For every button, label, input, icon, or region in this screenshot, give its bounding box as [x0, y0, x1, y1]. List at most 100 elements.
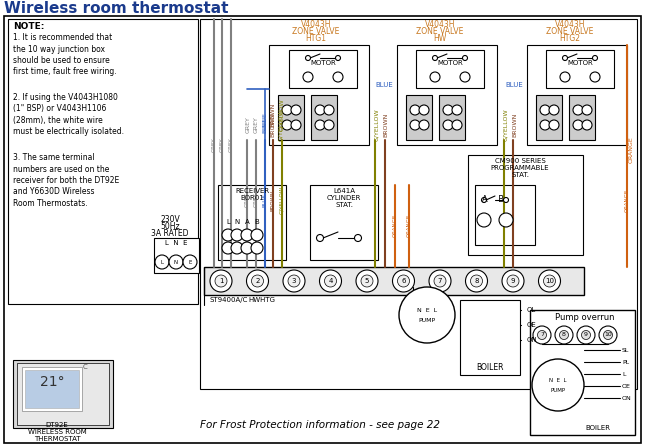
- Text: HTG2: HTG2: [559, 34, 580, 43]
- Circle shape: [590, 72, 600, 82]
- Bar: [269, 45, 369, 145]
- Circle shape: [291, 105, 301, 115]
- Text: OE: OE: [622, 384, 631, 388]
- Circle shape: [433, 55, 437, 60]
- Circle shape: [246, 270, 268, 292]
- Bar: [310, 185, 378, 260]
- Bar: [569, 95, 595, 140]
- Text: should be used to ensure: should be used to ensure: [13, 56, 110, 65]
- Circle shape: [333, 72, 343, 82]
- Text: 8: 8: [562, 333, 566, 337]
- Circle shape: [222, 242, 234, 254]
- Circle shape: [599, 326, 617, 344]
- Circle shape: [251, 229, 263, 241]
- Circle shape: [562, 55, 568, 60]
- Text: 10: 10: [545, 278, 554, 284]
- Text: G/YELLOW: G/YELLOW: [375, 109, 379, 141]
- Circle shape: [502, 270, 524, 292]
- Text: Wireless room thermostat: Wireless room thermostat: [4, 1, 228, 16]
- Bar: [25, 370, 79, 408]
- Circle shape: [319, 270, 341, 292]
- Text: L  N  E: L N E: [164, 240, 187, 246]
- Text: HWHTG: HWHTG: [248, 297, 275, 303]
- Circle shape: [573, 105, 583, 115]
- Text: MOTOR: MOTOR: [567, 60, 593, 66]
- Text: BOILER: BOILER: [476, 363, 504, 372]
- Bar: [468, 155, 583, 255]
- Text: 50Hz: 50Hz: [160, 222, 180, 231]
- Text: A    B: A B: [482, 195, 504, 204]
- Circle shape: [555, 326, 573, 344]
- Text: N  E  L: N E L: [417, 308, 437, 313]
- Bar: [311, 95, 337, 140]
- Circle shape: [291, 120, 301, 130]
- Circle shape: [210, 270, 232, 292]
- Circle shape: [582, 120, 592, 130]
- Circle shape: [499, 213, 513, 227]
- Text: BLUE: BLUE: [263, 112, 268, 128]
- Text: L: L: [161, 260, 163, 265]
- Text: ZONE VALVE: ZONE VALVE: [292, 27, 340, 36]
- Circle shape: [282, 105, 292, 115]
- Text: RECEIVER: RECEIVER: [235, 188, 269, 194]
- Bar: [527, 45, 627, 145]
- Circle shape: [251, 242, 263, 254]
- Circle shape: [241, 229, 253, 241]
- Circle shape: [169, 255, 183, 269]
- Circle shape: [317, 235, 324, 241]
- Text: 3A RATED: 3A RATED: [151, 229, 189, 238]
- Text: ORANGE: ORANGE: [628, 137, 633, 163]
- Text: L641A: L641A: [333, 188, 355, 194]
- Circle shape: [355, 235, 361, 241]
- Circle shape: [559, 330, 568, 340]
- Text: ST9400A/C: ST9400A/C: [210, 297, 248, 303]
- Text: 8: 8: [474, 278, 479, 284]
- Text: A: A: [244, 219, 250, 225]
- Circle shape: [283, 270, 305, 292]
- Text: V4043H: V4043H: [425, 20, 455, 29]
- Circle shape: [443, 120, 453, 130]
- Bar: [289, 50, 357, 88]
- Text: ON: ON: [527, 337, 538, 343]
- Circle shape: [477, 213, 491, 227]
- Bar: [13, 360, 113, 428]
- Circle shape: [573, 120, 583, 130]
- Bar: [439, 95, 465, 140]
- Bar: [204, 267, 584, 295]
- Text: 9: 9: [511, 278, 515, 284]
- Text: 3: 3: [292, 278, 296, 284]
- Text: Pump overrun: Pump overrun: [555, 313, 615, 322]
- Text: L: L: [622, 371, 626, 376]
- Text: DT92E: DT92E: [46, 422, 68, 428]
- Bar: [530, 310, 635, 435]
- Bar: [218, 185, 286, 260]
- Circle shape: [410, 120, 420, 130]
- Circle shape: [419, 120, 429, 130]
- Text: receiver for both the DT92E: receiver for both the DT92E: [13, 176, 119, 185]
- Text: 7: 7: [438, 278, 442, 284]
- Text: N  E  L: N E L: [550, 379, 567, 384]
- Text: 10: 10: [604, 333, 612, 337]
- Circle shape: [183, 255, 197, 269]
- Text: STAT.: STAT.: [511, 172, 529, 178]
- Bar: [8, 19, 198, 304]
- Circle shape: [288, 275, 300, 287]
- Circle shape: [315, 120, 325, 130]
- Circle shape: [241, 242, 253, 254]
- Text: ORANGE: ORANGE: [624, 188, 630, 211]
- Circle shape: [593, 55, 597, 60]
- Circle shape: [544, 275, 555, 287]
- Text: B: B: [255, 219, 259, 225]
- Circle shape: [215, 275, 227, 287]
- Text: MOTOR: MOTOR: [437, 60, 463, 66]
- Text: BLUE: BLUE: [505, 82, 522, 88]
- Text: PUMP: PUMP: [419, 317, 435, 322]
- Circle shape: [252, 275, 264, 287]
- Text: 2: 2: [255, 278, 260, 284]
- Text: 1. It is recommended that: 1. It is recommended that: [13, 33, 112, 42]
- Circle shape: [231, 229, 243, 241]
- Text: BROWN: BROWN: [384, 113, 388, 137]
- Bar: [17, 363, 109, 425]
- Text: ZONE VALVE: ZONE VALVE: [546, 27, 593, 36]
- Bar: [200, 19, 637, 389]
